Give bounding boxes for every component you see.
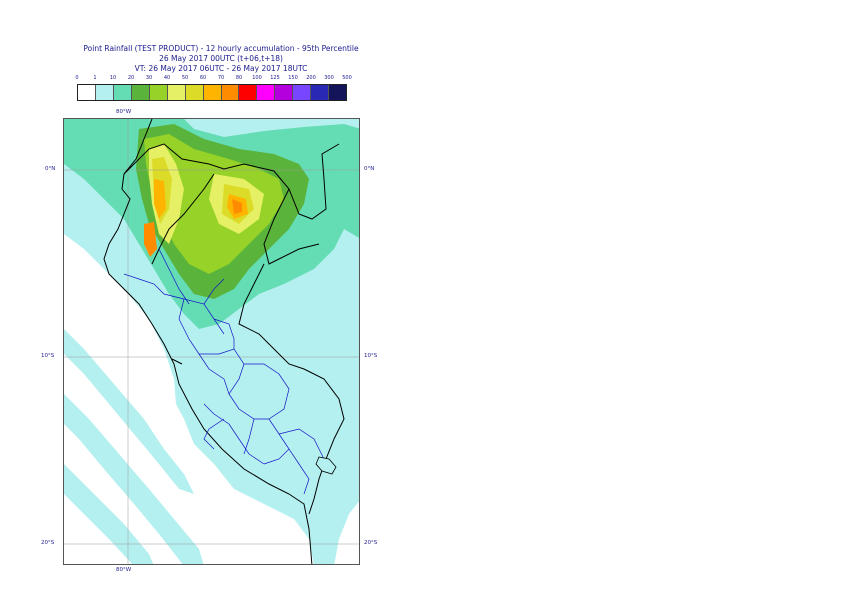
legend-swatch — [113, 85, 132, 100]
rain-band-offshore-1 — [64, 329, 194, 494]
legend-swatch — [221, 85, 240, 100]
legend-threshold-label: 50 — [181, 75, 189, 81]
legend-threshold-label: 300 — [324, 75, 334, 81]
legend-swatch — [311, 85, 330, 100]
legend-threshold-label: 20 — [127, 75, 135, 81]
rain-area-dark-orange — [232, 199, 242, 214]
legend-threshold-label: 125 — [270, 75, 280, 81]
title-line-2: 26 May 2017 00UTC (t+06,t+18) — [159, 54, 283, 63]
legend-swatch — [257, 85, 276, 100]
legend-threshold-label: 60 — [199, 75, 207, 81]
legend-threshold-label: 0 — [75, 75, 79, 81]
legend-swatch — [239, 85, 258, 100]
colour-legend — [77, 84, 347, 101]
rain-band-offshore-2 — [64, 394, 204, 564]
legend-swatch — [203, 85, 222, 100]
rainfall-map-svg — [64, 119, 359, 564]
lake-titicaca — [315, 456, 337, 475]
legend-threshold-label: 80 — [235, 75, 243, 81]
international-borders — [123, 143, 345, 515]
legend-swatch — [185, 85, 204, 100]
rain-area-coastal-east — [314, 329, 359, 379]
lat-label-10s-left: 10°S — [41, 353, 55, 359]
lon-label-bottom: 80°W — [116, 567, 132, 573]
legend-swatch — [275, 85, 294, 100]
legend-threshold-labels: 0 1 10 20 30 40 50 60 70 80 100 125 150 200 300 500 — [70, 75, 360, 84]
legend-swatch — [293, 85, 312, 100]
legend-threshold-label: 1 — [93, 75, 97, 81]
rain-area-turquoise-2 — [329, 150, 359, 238]
title-line-1: Point Rainfall (TEST PRODUCT) - 12 hourl… — [83, 44, 359, 53]
legend-swatch — [95, 85, 114, 100]
title-line-3: VT: 26 May 2017 06UTC - 26 May 2017 18UT… — [134, 64, 308, 73]
legend-swatch — [329, 85, 347, 100]
rainfall-map — [63, 118, 360, 565]
legend-threshold-label: 150 — [288, 75, 298, 81]
lat-label-20s-right: 20°S — [364, 540, 378, 546]
legend-threshold-label: 500 — [342, 75, 352, 81]
legend-threshold-label: 30 — [145, 75, 153, 81]
regional-boundaries — [123, 248, 325, 495]
lon-label-top: 80°W — [116, 109, 132, 115]
legend-threshold-label: 100 — [252, 75, 262, 81]
lat-label-20s-left: 20°S — [41, 540, 55, 546]
legend-swatch — [167, 85, 186, 100]
legend-swatch — [78, 85, 96, 100]
coastline — [103, 119, 313, 564]
lat-label-0n-left: 0°N — [45, 166, 56, 172]
rain-area-orange-3 — [144, 222, 157, 257]
legend-threshold-label: 200 — [306, 75, 316, 81]
legend-threshold-label: 40 — [163, 75, 171, 81]
legend-threshold-label: 10 — [109, 75, 117, 81]
lat-label-10s-right: 10°S — [364, 353, 378, 359]
rain-band-offshore-3 — [64, 464, 154, 564]
legend-swatch — [149, 85, 168, 100]
rain-area-orange — [154, 179, 166, 219]
legend-threshold-label: 70 — [217, 75, 225, 81]
legend-swatch — [131, 85, 150, 100]
lat-label-0n-right: 0°N — [364, 166, 375, 172]
